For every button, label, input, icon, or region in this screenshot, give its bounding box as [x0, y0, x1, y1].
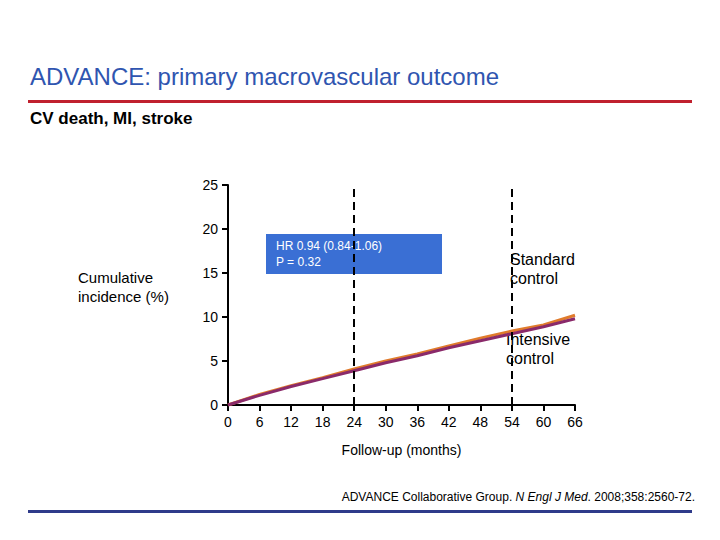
svg-text:66: 66 — [567, 414, 583, 430]
svg-text:P = 0.32: P = 0.32 — [276, 255, 321, 269]
svg-text:Intensive: Intensive — [506, 331, 570, 348]
svg-text:ADVANCE Collaborative Group.: ADVANCE Collaborative Group. — [342, 490, 516, 504]
svg-text:HR 0.94 (0.84-1.06): HR 0.94 (0.84-1.06) — [276, 239, 382, 253]
svg-text:24: 24 — [346, 414, 362, 430]
svg-text:N Engl J Med: N Engl J Med — [516, 490, 588, 504]
svg-text:CV death, MI, stroke: CV death, MI, stroke — [30, 109, 192, 128]
svg-text:30: 30 — [378, 414, 394, 430]
svg-text:control: control — [506, 350, 554, 367]
svg-text:54: 54 — [504, 414, 520, 430]
svg-text:5: 5 — [210, 353, 218, 369]
svg-text:0: 0 — [224, 414, 232, 430]
svg-text:15: 15 — [202, 265, 218, 281]
svg-text:48: 48 — [473, 414, 489, 430]
svg-text:36: 36 — [409, 414, 425, 430]
svg-text:60: 60 — [536, 414, 552, 430]
svg-text:control: control — [510, 270, 558, 287]
svg-text:Cumulative: Cumulative — [78, 269, 153, 286]
svg-text:18: 18 — [315, 414, 331, 430]
svg-text:6: 6 — [256, 414, 264, 430]
svg-text:12: 12 — [283, 414, 299, 430]
svg-text:Follow-up (months): Follow-up (months) — [342, 442, 462, 458]
svg-text:10: 10 — [202, 309, 218, 325]
svg-text:ADVANCE: primary macrovascular: ADVANCE: primary macrovascular outcome — [30, 63, 499, 90]
svg-text:incidence (%): incidence (%) — [78, 288, 169, 305]
svg-text:25: 25 — [202, 177, 218, 193]
svg-text:. 2008;358:2560-72.: . 2008;358:2560-72. — [588, 490, 695, 504]
svg-text:42: 42 — [441, 414, 457, 430]
svg-text:20: 20 — [202, 221, 218, 237]
svg-text:0: 0 — [210, 397, 218, 413]
svg-text:Standard: Standard — [510, 251, 575, 268]
